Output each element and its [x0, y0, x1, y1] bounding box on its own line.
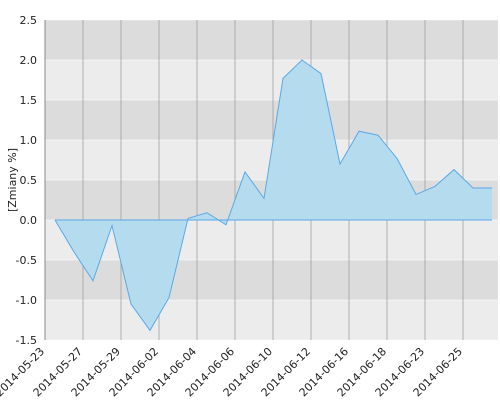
y-axis-label: [Zmiany %] [6, 148, 19, 212]
y-tick-label: -1.0 [16, 294, 37, 307]
band [45, 60, 498, 100]
y-tick-label: -0.5 [16, 254, 37, 267]
area-fill [55, 60, 492, 331]
y-tick-label: 1.0 [20, 134, 38, 147]
band [45, 20, 498, 60]
y-tick-label: 2.0 [20, 54, 38, 67]
y-tick-label: 0.0 [20, 214, 38, 227]
band [45, 260, 498, 300]
y-tick-label: 1.5 [20, 94, 38, 107]
band [45, 100, 498, 140]
y-tick-label: 0.5 [20, 174, 38, 187]
band [45, 300, 498, 340]
y-tick-label: -1.5 [16, 334, 37, 347]
y-tick-label: 2.5 [20, 14, 38, 27]
line [54, 59, 492, 332]
